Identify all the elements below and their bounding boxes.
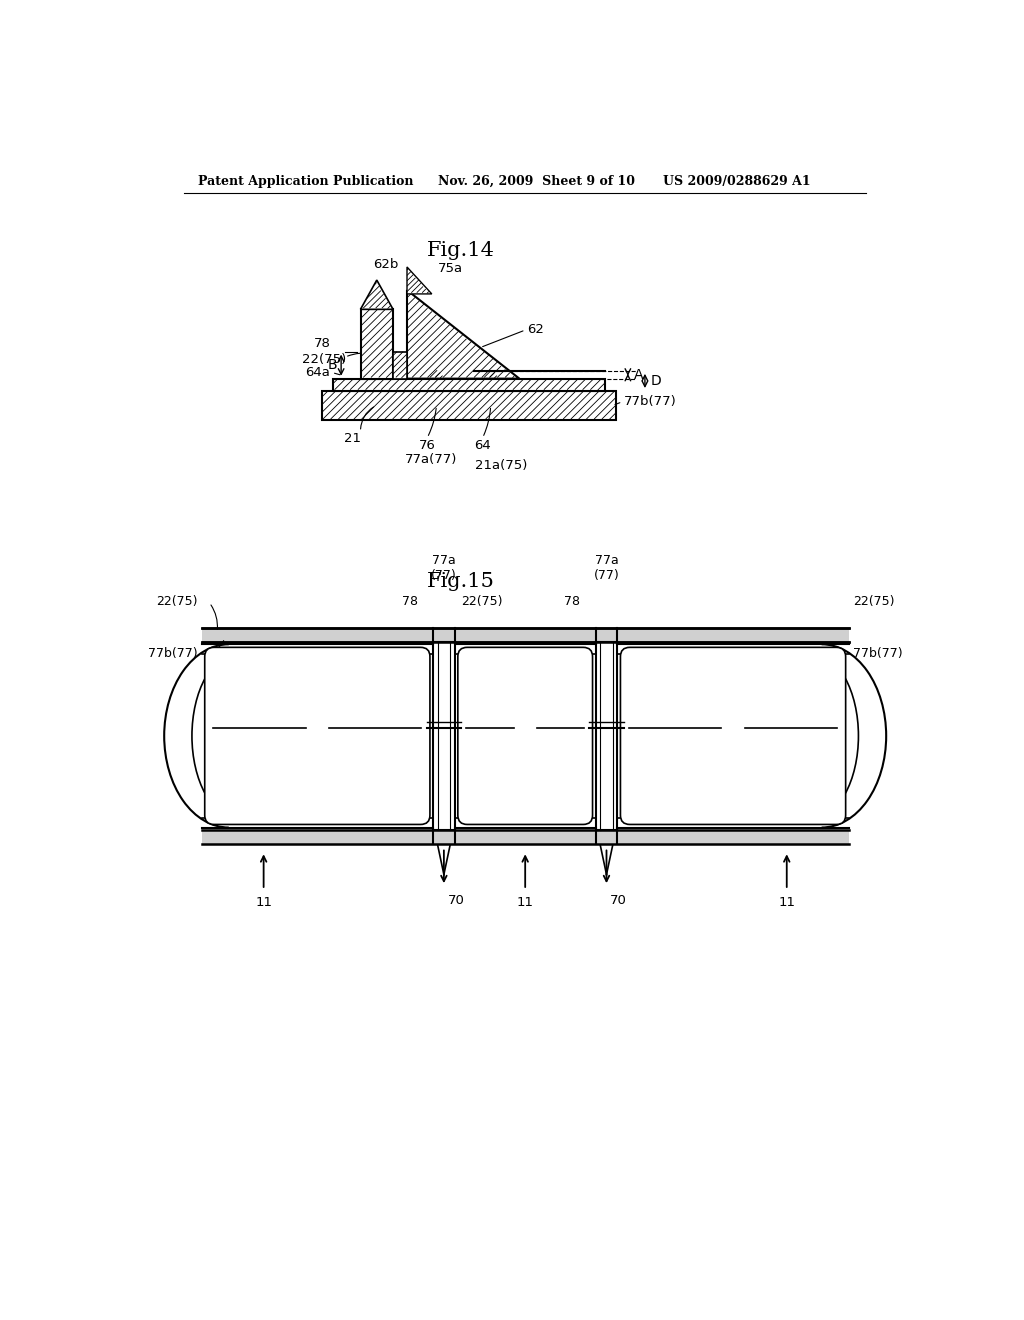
Text: 78: 78 [564,594,581,607]
Text: 21a(75): 21a(75) [221,706,270,719]
Text: 22(75): 22(75) [302,352,347,366]
Bar [202,628,849,642]
Text: 15: 15 [217,744,233,758]
Bar [202,830,849,843]
Text: Nov. 26, 2009  Sheet 9 of 10: Nov. 26, 2009 Sheet 9 of 10 [438,176,635,187]
Text: US 2009/0288629 A1: US 2009/0288629 A1 [663,176,810,187]
Text: Fig.14: Fig.14 [427,242,496,260]
Polygon shape [322,391,616,420]
Text: 11: 11 [255,896,272,909]
Text: 62: 62 [527,323,544,337]
Text: 15: 15 [532,744,549,758]
Text: Patent Application Publication: Patent Application Publication [198,176,414,187]
Text: Fig.15: Fig.15 [427,573,496,591]
Text: 15: 15 [470,744,486,758]
Text: 22(75): 22(75) [461,594,503,607]
Polygon shape [393,351,407,379]
Text: 62b: 62b [373,257,398,271]
Text: 15: 15 [325,744,341,758]
Text: 77b(77): 77b(77) [148,647,198,660]
Text: 78: 78 [309,714,326,727]
Text: 77b(77): 77b(77) [624,395,677,408]
Polygon shape [334,379,604,391]
Text: 77a
(77): 77a (77) [431,554,457,582]
Text: 78: 78 [314,338,331,351]
Polygon shape [482,368,500,379]
FancyBboxPatch shape [205,647,430,825]
Polygon shape [360,309,393,379]
Text: 11: 11 [517,896,534,909]
Text: 75a: 75a [438,261,463,275]
Text: 76: 76 [419,440,435,453]
Text: 78: 78 [401,594,418,607]
Polygon shape [407,290,519,379]
Text: 31: 31 [478,772,494,785]
Text: 21a(75): 21a(75) [463,706,512,719]
Text: 22(75): 22(75) [853,594,894,607]
Polygon shape [428,368,445,379]
Text: 64: 64 [474,440,490,453]
FancyBboxPatch shape [458,647,593,825]
Text: 70: 70 [610,894,628,907]
Bar [596,642,617,830]
Text: 77b(77): 77b(77) [853,647,902,660]
Text: D: D [651,374,662,388]
Text: 31: 31 [672,772,687,785]
Text: 21: 21 [344,432,361,445]
Text: 77a
(77): 77a (77) [594,554,620,582]
Text: 22(75): 22(75) [157,594,198,607]
Text: 15: 15 [633,744,649,758]
Polygon shape [360,280,393,309]
Text: 21a(75): 21a(75) [475,459,527,471]
Text: 64a: 64a [304,366,330,379]
Text: 77a(77): 77a(77) [404,453,457,466]
Text: B: B [328,358,337,372]
Text: 21a(75): 21a(75) [641,706,690,719]
Text: 77b
(77): 77b (77) [517,718,543,746]
FancyBboxPatch shape [621,647,846,825]
Bar [433,642,455,830]
Text: A: A [634,368,643,381]
Polygon shape [407,267,432,294]
Text: 70: 70 [447,894,465,907]
Text: 31: 31 [206,772,221,785]
Text: 11: 11 [778,896,796,909]
